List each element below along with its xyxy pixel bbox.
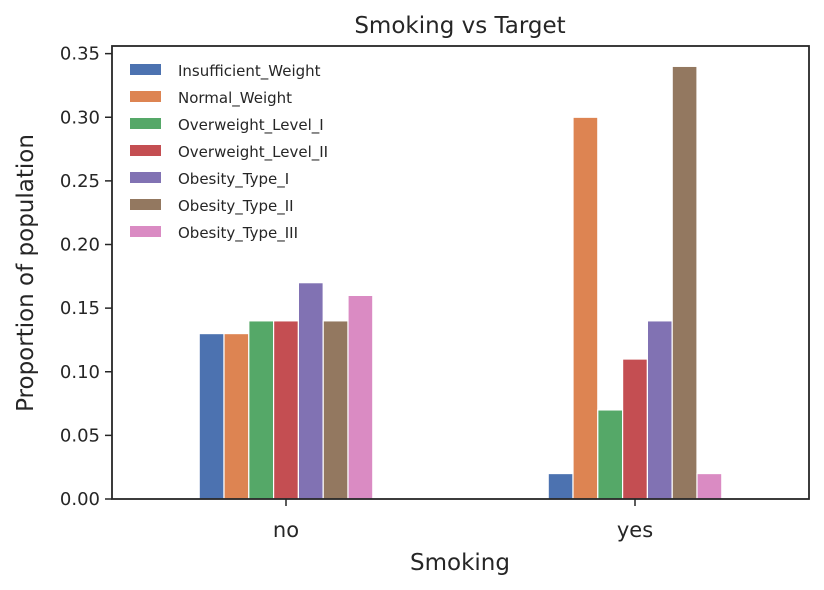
bar-overweight-level-ii-no: [273, 320, 300, 500]
chart-title: Smoking vs Target: [354, 13, 565, 39]
y-tick-label: 0.15: [60, 298, 100, 319]
bar-obesity-type-ii-no: [322, 320, 349, 500]
bar-obesity-type-i-no: [297, 282, 324, 500]
bar-normal-weight-yes: [572, 116, 599, 500]
legend-label: Overweight_Level_II: [178, 143, 328, 162]
x-tick-label-yes: yes: [617, 518, 653, 542]
bar-obesity-type-i-yes: [646, 320, 673, 500]
y-tick-label: 0.30: [60, 107, 100, 128]
legend-label: Normal_Weight: [178, 89, 292, 108]
x-axis-label: Smoking: [410, 550, 510, 576]
bar-overweight-level-ii-yes: [621, 358, 648, 500]
legend-swatch: [130, 64, 161, 75]
legend-swatch: [130, 118, 161, 129]
y-tick-label: 0.35: [60, 44, 100, 65]
bar-insufficient-weight-yes: [547, 472, 574, 500]
legend-swatch: [130, 199, 161, 210]
bar-overweight-level-i-no: [248, 320, 275, 500]
bars-group: [198, 65, 723, 500]
bar-overweight-level-i-yes: [597, 409, 624, 500]
bar-obesity-type-ii-yes: [671, 65, 698, 500]
y-axis: 0.00 0.05 0.10 0.15 0.20 0.25 0.30 0.35: [60, 44, 112, 510]
y-tick-label: 0.20: [60, 235, 100, 256]
x-tick-label-no: no: [273, 518, 299, 542]
y-tick-label: 0.10: [60, 362, 100, 383]
legend-label: Overweight_Level_I: [178, 116, 324, 135]
y-tick-label: 0.25: [60, 171, 100, 192]
y-tick-label: 0.00: [60, 489, 100, 510]
plot-frame: [111, 45, 810, 500]
y-tick-label: 0.05: [60, 425, 100, 446]
legend-label: Insufficient_Weight: [178, 62, 321, 81]
legend-swatch: [130, 172, 161, 183]
bar-insufficient-weight-no: [198, 332, 225, 500]
legend-swatch: [130, 145, 161, 156]
bar-normal-weight-no: [223, 332, 250, 500]
legend: Insufficient_Weight Normal_Weight Overweig…: [130, 62, 328, 243]
x-axis: no yes: [273, 499, 653, 542]
bar-obesity-type-iii-yes: [696, 472, 723, 500]
legend-label: Obesity_Type_II: [178, 197, 294, 216]
bar-obesity-type-iii-no: [347, 294, 374, 500]
legend-swatch: [130, 91, 161, 102]
legend-swatch: [130, 226, 161, 237]
legend-label: Obesity_Type_III: [178, 224, 298, 243]
legend-label: Obesity_Type_I: [178, 170, 289, 189]
y-axis-label: Proportion of population: [13, 134, 39, 412]
